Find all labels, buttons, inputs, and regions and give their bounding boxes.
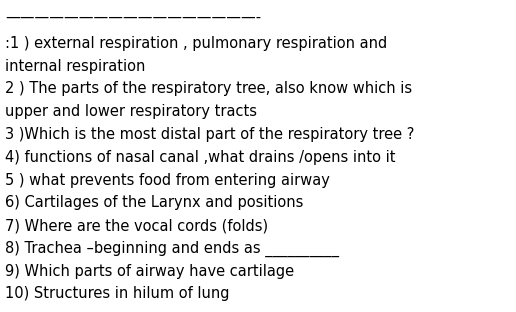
Text: 3 )Which is the most distal part of the respiratory tree ?: 3 )Which is the most distal part of the … [5,127,414,142]
Text: 10) Structures in hilum of lung: 10) Structures in hilum of lung [5,286,230,301]
Text: :1 ) external respiration , pulmonary respiration and: :1 ) external respiration , pulmonary re… [5,36,388,51]
Text: 7) Where are the vocal cords (folds): 7) Where are the vocal cords (folds) [5,218,268,233]
Text: 2 ) The parts of the respiratory tree, also know which is: 2 ) The parts of the respiratory tree, a… [5,81,412,96]
Text: 5 ) what prevents food from entering airway: 5 ) what prevents food from entering air… [5,173,330,188]
Text: —————————————————-: —————————————————- [5,9,261,24]
Text: internal respiration: internal respiration [5,59,146,74]
Text: 4) functions of nasal canal ,what drains /opens into it: 4) functions of nasal canal ,what drains… [5,150,396,165]
Text: 6) Cartilages of the Larynx and positions: 6) Cartilages of the Larynx and position… [5,195,303,210]
Text: 8) Trachea –beginning and ends as __________: 8) Trachea –beginning and ends as ______… [5,241,339,257]
Text: upper and lower respiratory tracts: upper and lower respiratory tracts [5,104,257,119]
Text: 9) Which parts of airway have cartilage: 9) Which parts of airway have cartilage [5,264,294,279]
